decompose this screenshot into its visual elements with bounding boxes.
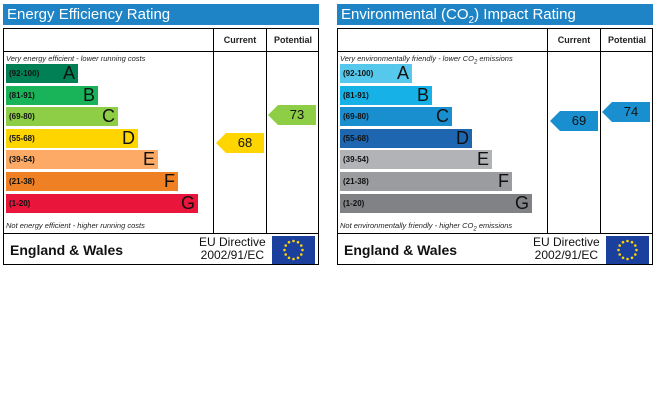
directive-line1: EU Directive	[199, 235, 266, 249]
band-letter-label: G	[514, 192, 529, 213]
band-range-label: (39-54)	[343, 155, 369, 165]
chart-title: Energy Efficiency Rating	[3, 4, 319, 25]
title-post: ) Impact Rating	[474, 6, 576, 23]
chart-title: Environmental (CO2) Impact Rating	[337, 4, 653, 26]
footer-country: England & Wales	[344, 242, 458, 258]
column-header-current: Current	[223, 35, 257, 45]
band-letter-label: B	[416, 84, 429, 105]
band-letter-label: F	[164, 171, 175, 191]
divider	[338, 233, 652, 234]
column-header-current: Current	[557, 35, 591, 45]
divider	[547, 29, 548, 234]
band-range-label: (39-54)	[9, 155, 35, 165]
footer-directive: EU Directive 2002/91/EC	[533, 236, 600, 262]
column-header-potential: Potential	[607, 35, 646, 45]
band-letter-label: A	[396, 63, 409, 83]
note-bottom: Not energy efficient - higher running co…	[6, 221, 145, 230]
band-range-label: (69-80)	[343, 112, 369, 122]
arrow-value: 68	[237, 134, 253, 150]
rating-band-e: (39-54) E	[6, 149, 158, 170]
title-pre: Environmental (CO	[341, 6, 469, 23]
note-bottom-post: emissions	[476, 221, 513, 230]
note-bottom: Not environmentally friendly - higher CO…	[340, 221, 512, 233]
rating-band-f: (21-38) F	[340, 172, 512, 191]
note-top-post: emissions	[477, 54, 513, 63]
arrow-shape	[268, 105, 316, 126]
rating-band-d: (55-68) D	[340, 127, 472, 148]
note-top: Very energy efficient - lower running co…	[6, 54, 146, 63]
eu-flag-icon	[272, 236, 315, 264]
divider	[4, 233, 318, 234]
band-letter-label: A	[62, 63, 75, 83]
note-bottom-sub: 2	[473, 226, 477, 233]
rating-band-a: (92-100) A	[6, 64, 78, 83]
directive-line2: 2002/91/EC	[200, 248, 265, 262]
rating-band-g: (1-20) G	[340, 192, 532, 213]
divider	[213, 29, 214, 234]
band-range-label: (1-20)	[343, 198, 365, 208]
current-rating-arrow: 68	[216, 132, 264, 153]
rating-band-c: (69-80) C	[6, 106, 118, 127]
energy-efficiency-chart: Energy Efficiency Rating Current Potenti…	[3, 4, 319, 265]
band-letter-label: G	[180, 192, 195, 213]
band-letter-label: B	[82, 84, 95, 105]
band-range-label: (92-100)	[9, 69, 40, 78]
note-top-pre: Very environmentally friendly - lower CO	[340, 54, 474, 63]
band-letter-label: C	[436, 106, 449, 127]
divider	[338, 51, 652, 52]
rating-band-e: (39-54) E	[340, 149, 492, 170]
note-top-sub: 2	[473, 59, 478, 66]
band-range-label: (92-100)	[343, 69, 374, 78]
arrow-shape	[602, 102, 650, 123]
arrow-shape	[216, 132, 264, 153]
rating-band-f: (21-38) F	[6, 172, 178, 191]
band-letter-label: E	[142, 149, 155, 170]
rating-band-g: (1-20) G	[6, 192, 198, 213]
band-range-label: (21-38)	[9, 177, 35, 186]
directive-line1: EU Directive	[533, 235, 600, 249]
arrow-value: 73	[289, 107, 305, 123]
rating-band-b: (81-91) B	[6, 84, 98, 105]
rating-band-a: (92-100) A	[340, 64, 412, 83]
rating-band-d: (55-68) D	[6, 127, 138, 148]
arrow-value: 69	[571, 113, 587, 129]
band-letter-label: E	[476, 149, 489, 170]
potential-rating-arrow: 73	[268, 105, 316, 126]
divider	[4, 51, 318, 52]
potential-rating-arrow: 74	[602, 102, 650, 123]
title-sub: 2	[468, 15, 475, 26]
footer-directive: EU Directive 2002/91/EC	[199, 236, 266, 262]
rating-band-b: (81-91) B	[340, 84, 432, 105]
directive-line2: 2002/91/EC	[534, 248, 599, 262]
note-top: Very environmentally friendly - lower CO…	[340, 54, 513, 66]
current-rating-arrow: 69	[550, 111, 598, 132]
environmental-impact-chart: Environmental (CO2) Impact Rating Curren…	[337, 4, 653, 265]
band-range-label: (81-91)	[9, 90, 35, 100]
band-letter-label: D	[122, 127, 135, 148]
band-range-label: (55-68)	[343, 133, 369, 143]
divider	[266, 29, 267, 234]
arrow-shape	[550, 111, 598, 132]
note-bottom-pre: Not environmentally friendly - higher CO	[340, 221, 474, 230]
column-header-potential: Potential	[273, 35, 312, 45]
band-letter-label: F	[498, 171, 509, 191]
chart-frame: Current Potential Very energy efficient …	[3, 28, 319, 265]
eu-flag-icon	[606, 236, 649, 264]
arrow-value: 74	[623, 104, 639, 120]
band-range-label: (21-38)	[343, 177, 369, 186]
band-range-label: (81-91)	[343, 90, 369, 100]
rating-band-c: (69-80) C	[340, 106, 452, 127]
footer-country: England & Wales	[10, 242, 124, 258]
divider	[600, 29, 601, 234]
band-range-label: (55-68)	[9, 133, 35, 143]
band-letter-label: C	[102, 106, 115, 127]
band-range-label: (1-20)	[9, 198, 31, 208]
band-range-label: (69-80)	[9, 112, 35, 122]
band-letter-label: D	[456, 127, 469, 148]
chart-frame: Current Potential Very environmentally f…	[337, 28, 653, 265]
